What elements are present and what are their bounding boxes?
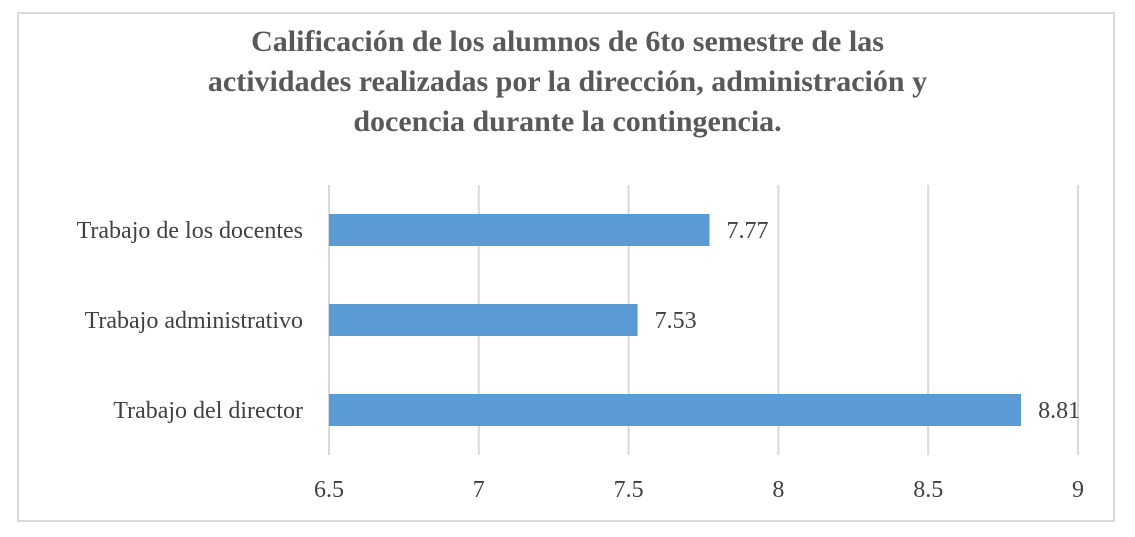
data-label: 7.53 [655,308,697,334]
x-tick-label: 7.5 [614,477,644,503]
x-tick-label: 8 [772,477,784,503]
x-tick-label: 8.5 [913,477,943,503]
x-tick-label: 7 [473,477,485,503]
chart-frame [17,12,1115,522]
category-label: Trabajo administrativo [85,308,303,334]
data-label: 8.81 [1038,398,1080,424]
category-label: Trabajo del director [113,398,303,424]
category-label: Trabajo de los docentes [77,218,303,244]
chart-title: Calificación de los alumnos de 6to semes… [0,22,1135,142]
data-labels: 7.77 7.53 8.81 [655,218,1080,424]
x-tick-label: 9 [1072,477,1084,503]
chart-title-line-3: docencia durante la contingencia. [353,105,782,138]
data-label: 7.77 [726,218,768,244]
category-labels: Trabajo de los docentes Trabajo administr… [77,218,303,424]
bar-2 [329,394,1022,426]
bar-0 [329,214,710,246]
bars [329,214,1022,426]
x-tick-label: 6.5 [314,477,344,503]
bar-1 [329,304,638,336]
chart-title-line-2: actividades realizadas por la dirección,… [207,65,928,98]
chart-title-line-1: Calificación de los alumnos de 6to semes… [251,25,884,58]
x-tick-labels: 6.5 7 7.5 8 8.5 9 [314,477,1084,503]
